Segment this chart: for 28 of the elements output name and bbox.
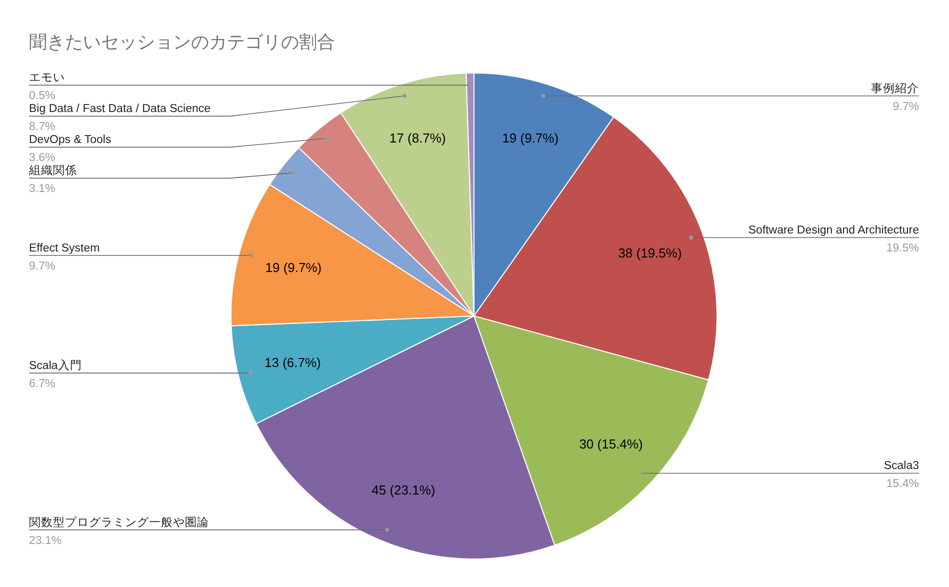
slice-label: 組織関係 — [28, 164, 77, 178]
text: 8.7% — [29, 121, 56, 134]
text: 19.5% — [886, 242, 919, 255]
slice-label: DevOps & Tools — [29, 134, 112, 146]
slice-label: Scala入門 — [29, 358, 82, 372]
slice-label: Big Data / Fast Data / Data Science — [29, 103, 211, 116]
title: 聞きたいセッションのカテゴリの割合 — [29, 32, 335, 52]
text: 6.7% — [29, 378, 56, 390]
data-label: 13 (6.7%) — [264, 355, 321, 370]
text: 15.4% — [886, 478, 919, 490]
text: 9.7% — [29, 260, 56, 272]
text: 9.7% — [892, 100, 919, 113]
slice-label: 事例紹介 — [871, 82, 919, 95]
slice-label: エモい — [29, 72, 65, 84]
data-label: 19 (9.7%) — [502, 130, 559, 146]
text: 3.1% — [29, 183, 56, 196]
slice-label: Scala3 — [884, 460, 919, 472]
slice-label: 関数型プログラミング一般や圏論 — [29, 514, 209, 529]
text: 0.5% — [29, 90, 56, 102]
data-label: 19 (9.7%) — [265, 260, 322, 275]
data-label: 45 (23.1%) — [372, 482, 436, 498]
data-label: 30 (15.4%) — [579, 436, 643, 452]
slice-label: Software Design and Architecture — [748, 224, 919, 237]
slice-label: Effect System — [29, 242, 100, 254]
text: 3.6% — [29, 152, 56, 164]
text: 23.1% — [29, 534, 62, 547]
data-label: 38 (19.5%) — [618, 245, 682, 260]
data-label: 17 (8.7%) — [389, 130, 446, 146]
